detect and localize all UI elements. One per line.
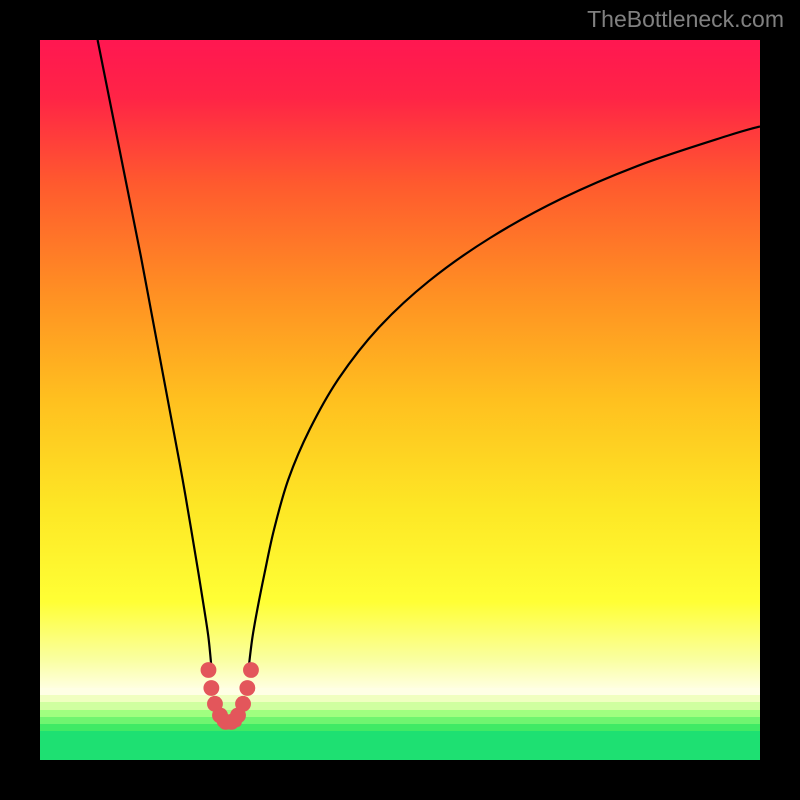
right-curve-line — [249, 126, 760, 666]
marker-dot — [243, 662, 259, 678]
marker-cluster — [201, 662, 259, 730]
left-curve-line — [98, 40, 212, 666]
watermark-text: TheBottleneck.com — [587, 6, 784, 32]
plot-area — [40, 40, 760, 760]
marker-dot — [203, 680, 219, 696]
marker-dot — [235, 696, 251, 712]
marker-dot — [239, 680, 255, 696]
marker-dot — [201, 662, 217, 678]
watermark-link[interactable]: TheBottleneck.com — [587, 6, 784, 33]
chart-svg — [40, 40, 760, 760]
